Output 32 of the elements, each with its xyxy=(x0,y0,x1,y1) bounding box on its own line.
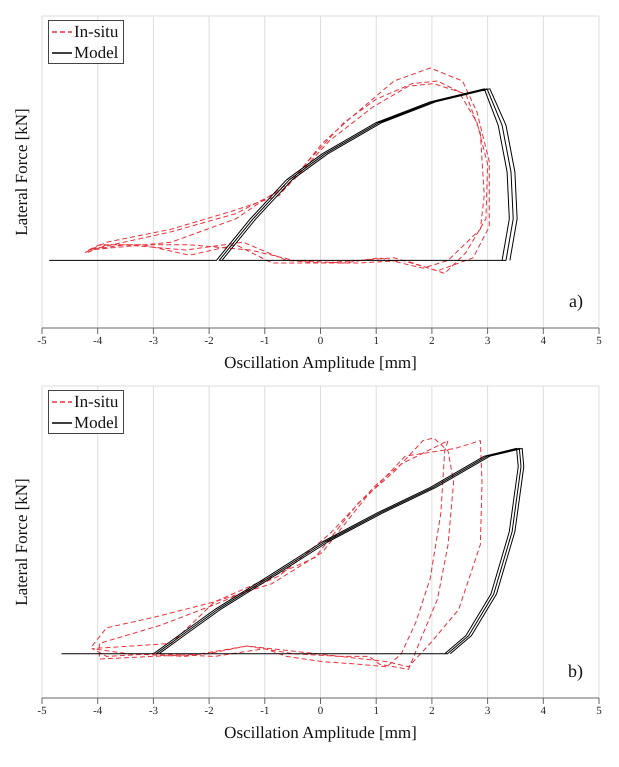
x-tick-label: 4 xyxy=(540,704,547,717)
x-tick-label: 3 xyxy=(484,334,491,347)
legend-label: In-situ xyxy=(74,391,118,412)
x-tick-label: -2 xyxy=(204,334,214,347)
x-axis-title: Oscillation Amplitude [mm] xyxy=(224,723,417,742)
x-tick-label: 1 xyxy=(373,704,379,717)
x-tick-label: 4 xyxy=(540,334,547,347)
x-tick-label: -1 xyxy=(260,704,270,717)
x-tick-label: 5 xyxy=(596,334,602,347)
x-tick-label: 5 xyxy=(596,704,602,717)
y-axis-title: Lateral Force [kN] xyxy=(12,478,32,606)
legend-label: In-situ xyxy=(74,21,118,42)
x-tick-label: 0 xyxy=(318,704,324,717)
x-tick-label: 2 xyxy=(429,334,435,347)
legend-label: Model xyxy=(74,412,118,433)
legend-label: Model xyxy=(74,42,118,63)
x-tick-label: 3 xyxy=(484,704,491,717)
x-tick-label: -5 xyxy=(37,704,48,717)
x-tick-label: -3 xyxy=(148,704,158,717)
x-tick-label: -4 xyxy=(93,334,103,347)
x-tick-label: -2 xyxy=(204,704,214,717)
x-tick-label: -3 xyxy=(148,334,158,347)
y-axis-title: Lateral Force [kN] xyxy=(12,108,32,236)
x-tick-label: -5 xyxy=(37,334,48,347)
x-tick-label: 0 xyxy=(318,334,324,347)
x-tick-label: -1 xyxy=(260,334,270,347)
annotation: a) xyxy=(569,291,583,312)
x-tick-label: 1 xyxy=(373,334,379,347)
x-tick-label: -4 xyxy=(93,704,103,717)
x-axis-title: Oscillation Amplitude [mm] xyxy=(224,353,417,372)
annotation: b) xyxy=(568,661,583,682)
x-tick-label: 2 xyxy=(429,704,435,717)
